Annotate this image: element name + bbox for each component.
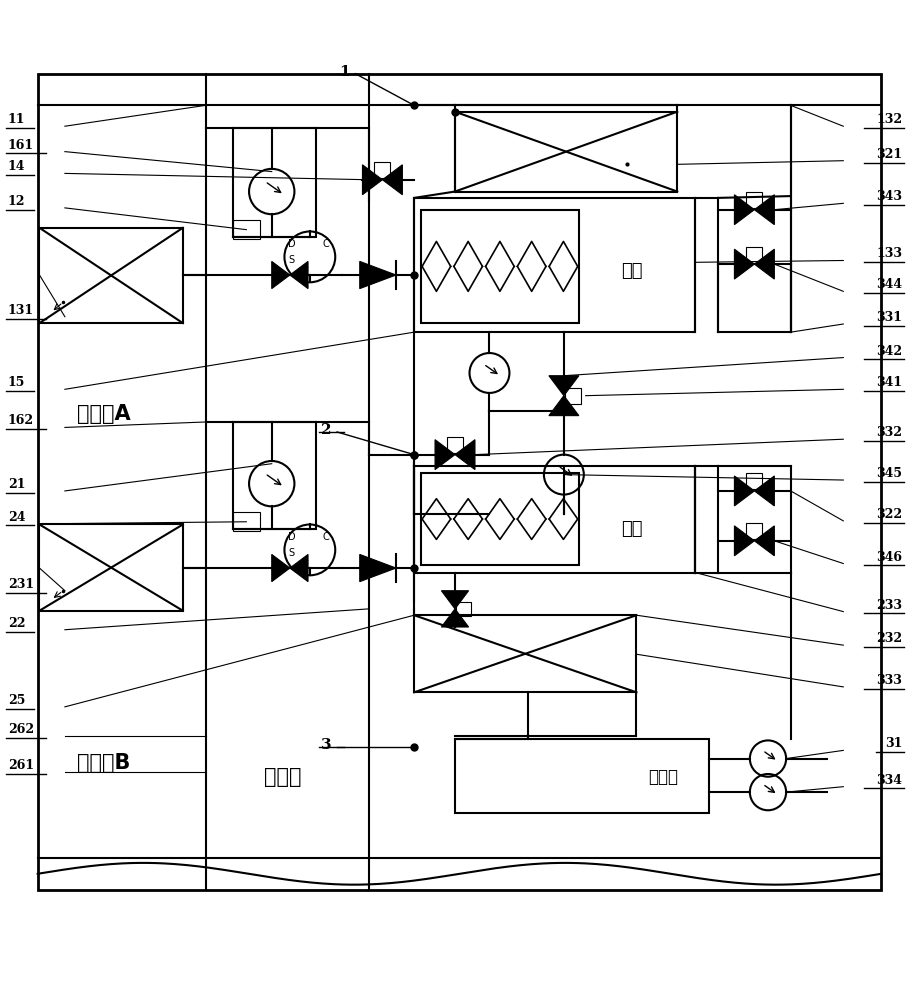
- Text: 261: 261: [8, 759, 34, 772]
- Polygon shape: [734, 526, 754, 556]
- Polygon shape: [754, 249, 774, 279]
- Polygon shape: [362, 165, 382, 195]
- Text: 1: 1: [339, 65, 349, 79]
- Text: 132: 132: [876, 113, 902, 126]
- Polygon shape: [734, 195, 754, 225]
- Text: 11: 11: [8, 113, 25, 126]
- Text: 231: 231: [8, 578, 34, 591]
- Text: 332: 332: [876, 426, 902, 439]
- Text: 344: 344: [876, 278, 902, 291]
- Bar: [457, 602, 471, 616]
- Bar: [565, 388, 581, 404]
- Text: 31: 31: [885, 737, 902, 750]
- Text: 321: 321: [876, 148, 902, 161]
- Text: C: C: [323, 239, 329, 249]
- Text: 2: 2: [321, 423, 331, 437]
- Text: 262: 262: [8, 723, 34, 736]
- Text: E: E: [303, 267, 309, 277]
- Bar: [39, 228, 183, 323]
- Polygon shape: [455, 440, 475, 470]
- Text: S: S: [288, 255, 295, 265]
- Polygon shape: [382, 165, 402, 195]
- Text: 21: 21: [8, 478, 25, 491]
- Text: 161: 161: [8, 139, 34, 152]
- Text: 3: 3: [321, 738, 331, 752]
- Text: E: E: [303, 560, 309, 570]
- Polygon shape: [272, 261, 290, 289]
- Text: 333: 333: [876, 674, 902, 687]
- Bar: [447, 437, 463, 453]
- Bar: [420, 210, 580, 323]
- Polygon shape: [734, 476, 754, 506]
- Bar: [414, 198, 695, 332]
- Polygon shape: [549, 376, 579, 396]
- Polygon shape: [754, 195, 774, 225]
- Text: 133: 133: [876, 247, 902, 260]
- Polygon shape: [290, 554, 308, 582]
- Text: 室外侧: 室外侧: [264, 767, 301, 787]
- Bar: [233, 128, 316, 237]
- Polygon shape: [441, 591, 469, 609]
- Text: C: C: [323, 532, 329, 542]
- Text: 15: 15: [8, 376, 25, 389]
- Bar: [374, 162, 390, 178]
- Polygon shape: [549, 396, 579, 416]
- Text: 14: 14: [8, 160, 25, 173]
- Bar: [414, 615, 636, 692]
- Text: 水箱: 水箱: [622, 520, 642, 538]
- Bar: [233, 422, 316, 529]
- Polygon shape: [272, 554, 290, 582]
- Bar: [414, 466, 695, 573]
- Text: 322: 322: [876, 508, 902, 521]
- Text: 实验室A: 实验室A: [77, 404, 131, 424]
- Text: D: D: [288, 532, 296, 542]
- Text: 341: 341: [876, 376, 902, 389]
- Text: 331: 331: [876, 311, 902, 324]
- Text: 233: 233: [876, 599, 902, 612]
- Bar: [746, 473, 763, 489]
- Bar: [455, 739, 709, 813]
- Text: 346: 346: [876, 551, 902, 564]
- Text: S: S: [288, 548, 295, 558]
- Bar: [746, 523, 763, 539]
- Bar: [39, 524, 183, 611]
- Text: 232: 232: [876, 632, 902, 645]
- Text: 22: 22: [8, 617, 25, 630]
- Bar: [746, 247, 763, 263]
- Text: D: D: [288, 239, 296, 249]
- Text: 中转箱: 中转箱: [649, 768, 679, 786]
- Text: 12: 12: [8, 195, 25, 208]
- Polygon shape: [359, 554, 396, 582]
- Polygon shape: [290, 261, 308, 289]
- Text: 水箱: 水箱: [622, 262, 642, 280]
- Bar: [233, 220, 260, 239]
- Text: 345: 345: [876, 467, 902, 480]
- Polygon shape: [441, 609, 469, 627]
- Text: 24: 24: [8, 511, 25, 524]
- Polygon shape: [754, 476, 774, 506]
- Text: 342: 342: [876, 345, 902, 358]
- Polygon shape: [734, 249, 754, 279]
- Text: 162: 162: [8, 414, 34, 427]
- Text: 131: 131: [8, 304, 34, 317]
- Text: 334: 334: [876, 774, 902, 787]
- Bar: [746, 192, 763, 208]
- Polygon shape: [754, 526, 774, 556]
- Text: 实验室B: 实验室B: [77, 753, 131, 773]
- Bar: [420, 473, 580, 565]
- Text: 25: 25: [8, 694, 25, 707]
- Text: 343: 343: [876, 190, 902, 203]
- Polygon shape: [435, 440, 455, 470]
- Bar: [233, 512, 260, 531]
- Polygon shape: [359, 261, 396, 289]
- Bar: [455, 112, 677, 192]
